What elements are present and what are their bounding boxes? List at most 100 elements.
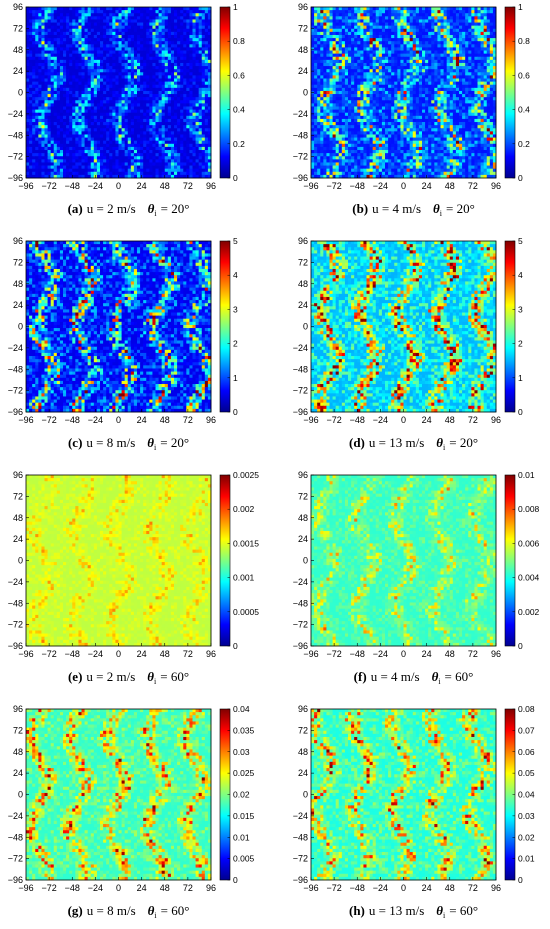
colorbar-tick-label: 0	[233, 173, 238, 183]
heatmap-cell	[57, 103, 60, 107]
heatmap-cell	[152, 13, 155, 17]
heatmap-cell	[140, 57, 143, 61]
heatmap-cell	[100, 172, 103, 176]
heatmap-cell	[320, 54, 323, 58]
heatmap-cell	[437, 66, 440, 70]
heatmap-cell	[205, 75, 208, 79]
heatmap-cell	[26, 41, 29, 45]
heatmap-cell	[189, 44, 192, 48]
heatmap-cell	[326, 72, 329, 76]
heatmap-cell	[82, 134, 85, 138]
heatmap-cell	[63, 125, 66, 129]
heatmap-cell	[333, 35, 336, 39]
heatmap-cell	[29, 159, 32, 163]
heatmap-cell	[323, 29, 326, 33]
heatmap-cell	[152, 54, 155, 58]
heatmap-cell	[388, 26, 391, 30]
heatmap-cell	[29, 103, 32, 107]
heatmap-cell	[91, 166, 94, 170]
heatmap-cell	[103, 7, 106, 11]
heatmap-cell	[431, 16, 434, 20]
heatmap-cell	[193, 103, 196, 107]
heatmap-cell	[193, 10, 196, 14]
heatmap-cell	[379, 7, 382, 11]
heatmap-cell	[32, 51, 35, 55]
heatmap-cell	[478, 60, 481, 64]
heatmap-cell	[450, 16, 453, 20]
heatmap-cell	[382, 29, 385, 33]
heatmap-cell	[171, 166, 174, 170]
heatmap-cell	[122, 47, 125, 51]
heatmap-cell	[183, 51, 186, 55]
heatmap-cell	[342, 60, 345, 64]
heatmap-cell	[162, 44, 165, 48]
heatmap-cell	[186, 35, 189, 39]
heatmap-cell	[168, 23, 171, 27]
heatmap-cell	[407, 54, 410, 58]
heatmap-cell	[317, 69, 320, 73]
heatmap-cell	[35, 44, 38, 48]
heatmap-cell	[434, 85, 437, 89]
heatmap-cell	[162, 103, 165, 107]
heatmap-cell	[320, 63, 323, 67]
heatmap-cell	[388, 38, 391, 42]
heatmap-cell	[379, 51, 382, 55]
heatmap-cell	[54, 94, 57, 98]
heatmap-cell	[336, 57, 339, 61]
heatmap-cell	[97, 113, 100, 117]
heatmap-cell	[168, 51, 171, 55]
heatmap-cell	[174, 82, 177, 86]
heatmap-cell	[382, 75, 385, 79]
heatmap-cell	[354, 29, 357, 33]
heatmap-cell	[162, 166, 165, 170]
heatmap-cell	[474, 75, 477, 79]
heatmap-cell	[453, 32, 456, 36]
heatmap-cell	[75, 88, 78, 92]
heatmap-cell	[72, 116, 75, 120]
heatmap-cell	[345, 26, 348, 30]
heatmap-cell	[174, 66, 177, 70]
heatmap-cell	[149, 91, 152, 95]
heatmap-cell	[26, 63, 29, 67]
heatmap-cell	[134, 69, 137, 73]
heatmap-cell	[149, 166, 152, 170]
heatmap-cell	[103, 159, 106, 163]
heatmap-cell	[78, 138, 81, 142]
heatmap-cell	[72, 63, 75, 67]
heatmap-cell	[180, 38, 183, 42]
heatmap-cell	[57, 35, 60, 39]
heatmap-cell	[140, 106, 143, 110]
heatmap-cell	[326, 57, 329, 61]
heatmap-cell	[152, 41, 155, 45]
heatmap-cell	[106, 19, 109, 23]
heatmap-cell	[165, 169, 168, 173]
heatmap-cell	[128, 131, 131, 135]
heatmap-cell	[177, 169, 180, 173]
heatmap-cell	[122, 156, 125, 160]
heatmap-cell	[177, 122, 180, 126]
heatmap-cell	[422, 35, 425, 39]
heatmap-cell	[85, 57, 88, 61]
heatmap-cell	[94, 41, 97, 45]
heatmap-cell	[72, 85, 75, 89]
heatmap-cell	[143, 166, 146, 170]
heatmap-cell	[397, 69, 400, 73]
heatmap-cell	[376, 41, 379, 45]
heatmap-cell	[385, 41, 388, 45]
heatmap-cell	[400, 7, 403, 11]
heatmap-cell	[171, 88, 174, 92]
heatmap-cell	[202, 116, 205, 120]
heatmap-cell	[131, 79, 134, 83]
heatmap-cell	[112, 44, 115, 48]
heatmap-cell	[205, 131, 208, 135]
heatmap-cell	[29, 16, 32, 20]
heatmap-cell	[35, 60, 38, 64]
heatmap-cell	[137, 23, 140, 27]
heatmap-cell	[478, 63, 481, 67]
heatmap-cell	[54, 54, 57, 58]
heatmap-cell	[394, 13, 397, 17]
heatmap-cell	[193, 147, 196, 151]
colorbar	[220, 7, 230, 178]
heatmap-cell	[72, 35, 75, 39]
heatmap-cell	[57, 119, 60, 123]
